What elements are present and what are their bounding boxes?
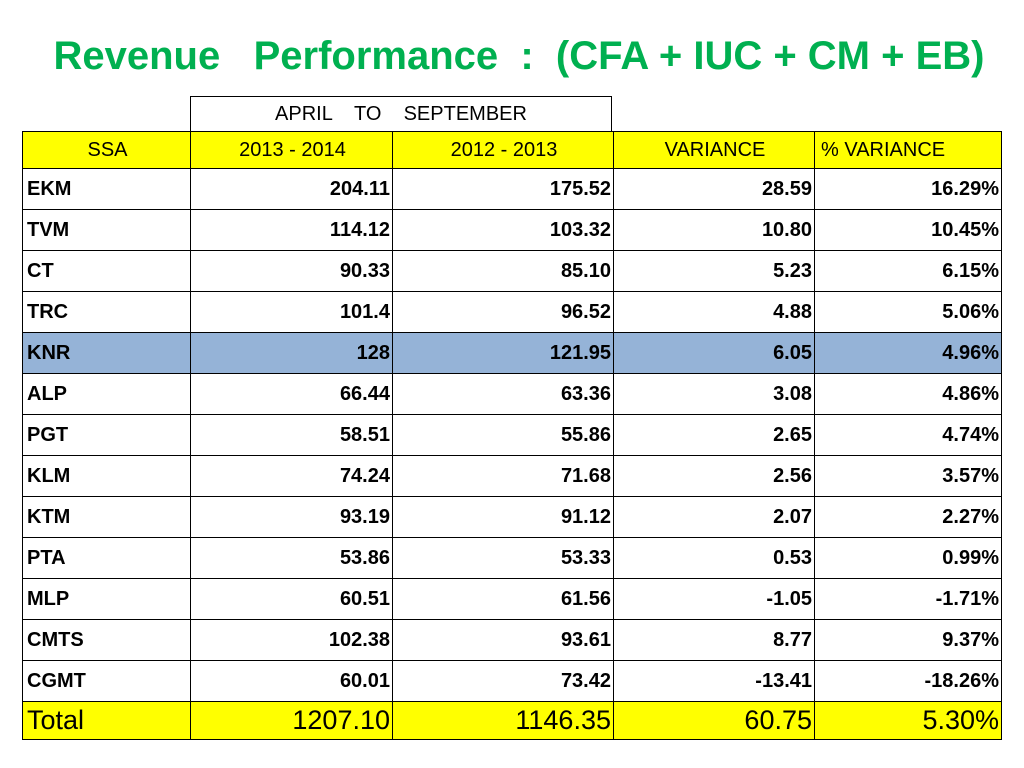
column-header-ssa: SSA — [22, 131, 191, 169]
table-row: KTM 93.19 91.12 2.07 2.27% — [22, 496, 1002, 538]
table-row: KNR 128 121.95 6.05 4.96% — [22, 332, 1002, 374]
cell-ssa: ALP — [22, 373, 191, 415]
cell-pct-variance: 10.45% — [814, 209, 1002, 251]
cell-2012-2013: 96.52 — [392, 291, 614, 333]
table-row: ALP 66.44 63.36 3.08 4.86% — [22, 373, 1002, 415]
cell-2013-2014: 66.44 — [190, 373, 393, 415]
cell-2013-2014: 101.4 — [190, 291, 393, 333]
cell-variance: 10.80 — [613, 209, 815, 251]
cell-2013-2014: 114.12 — [190, 209, 393, 251]
cell-2013-2014: 204.11 — [190, 168, 393, 210]
table-row: CT 90.33 85.10 5.23 6.15% — [22, 250, 1002, 292]
cell-ssa: PTA — [22, 537, 191, 579]
table-body: SSA 2013 - 2014 2012 - 2013 VARIANCE % V… — [22, 131, 1002, 740]
cell-2013-2014: 74.24 — [190, 455, 393, 497]
cell-ssa: EKM — [22, 168, 191, 210]
table-row: CGMT 60.01 73.42 -13.41 -18.26% — [22, 660, 1002, 702]
cell-ssa: PGT — [22, 414, 191, 456]
column-header-pct-variance: % VARIANCE — [814, 131, 1002, 169]
cell-ssa: CGMT — [22, 660, 191, 702]
cell-2012-2013: 85.10 — [392, 250, 614, 292]
cell-variance: 6.05 — [613, 332, 815, 374]
cell-2012-2013: 55.86 — [392, 414, 614, 456]
cell-variance: 8.77 — [613, 619, 815, 661]
cell-variance: 2.07 — [613, 496, 815, 538]
cell-2012-2013: 71.68 — [392, 455, 614, 497]
cell-variance: 5.23 — [613, 250, 815, 292]
cell-variance: 2.56 — [613, 455, 815, 497]
page-title: Revenue Performance : (CFA + IUC + CM + … — [53, 34, 985, 78]
cell-pct-variance: -18.26% — [814, 660, 1002, 702]
cell-variance: -1.05 — [613, 578, 815, 620]
total-cell-2012-2013: 1146.35 — [392, 701, 614, 740]
column-header-variance: VARIANCE — [613, 131, 815, 169]
total-cell-ssa: Total — [22, 701, 191, 740]
cell-2012-2013: 61.56 — [392, 578, 614, 620]
cell-2012-2013: 103.32 — [392, 209, 614, 251]
table-row: PTA 53.86 53.33 0.53 0.99% — [22, 537, 1002, 579]
revenue-table: SSA 2013 - 2014 2012 - 2013 VARIANCE % V… — [22, 131, 1002, 740]
cell-pct-variance: 2.27% — [814, 496, 1002, 538]
cell-2013-2014: 90.33 — [190, 250, 393, 292]
cell-pct-variance: 3.57% — [814, 455, 1002, 497]
cell-2013-2014: 53.86 — [190, 537, 393, 579]
column-header-2013-2014: 2013 - 2014 — [190, 131, 393, 169]
cell-ssa: CMTS — [22, 619, 191, 661]
cell-ssa: CT — [22, 250, 191, 292]
cell-pct-variance: 5.06% — [814, 291, 1002, 333]
table-row: CMTS 102.38 93.61 8.77 9.37% — [22, 619, 1002, 661]
cell-2012-2013: 91.12 — [392, 496, 614, 538]
cell-ssa: TVM — [22, 209, 191, 251]
cell-2012-2013: 175.52 — [392, 168, 614, 210]
cell-ssa: KTM — [22, 496, 191, 538]
cell-2012-2013: 53.33 — [392, 537, 614, 579]
cell-pct-variance: -1.71% — [814, 578, 1002, 620]
cell-variance: 4.88 — [613, 291, 815, 333]
total-cell-2013-2014: 1207.10 — [190, 701, 393, 740]
cell-2012-2013: 73.42 — [392, 660, 614, 702]
cell-2013-2014: 60.51 — [190, 578, 393, 620]
cell-2012-2013: 121.95 — [392, 332, 614, 374]
column-header-2012-2013: 2012 - 2013 — [392, 131, 614, 169]
table-header-row: SSA 2013 - 2014 2012 - 2013 VARIANCE % V… — [22, 131, 1002, 169]
cell-pct-variance: 0.99% — [814, 537, 1002, 579]
cell-variance: 0.53 — [613, 537, 815, 579]
table-row: TVM 114.12 103.32 10.80 10.45% — [22, 209, 1002, 251]
cell-variance: 3.08 — [613, 373, 815, 415]
cell-pct-variance: 4.74% — [814, 414, 1002, 456]
cell-2013-2014: 58.51 — [190, 414, 393, 456]
cell-pct-variance: 16.29% — [814, 168, 1002, 210]
cell-ssa: TRC — [22, 291, 191, 333]
cell-2013-2014: 102.38 — [190, 619, 393, 661]
cell-2013-2014: 60.01 — [190, 660, 393, 702]
cell-pct-variance: 4.96% — [814, 332, 1002, 374]
cell-2012-2013: 93.61 — [392, 619, 614, 661]
cell-variance: 28.59 — [613, 168, 815, 210]
cell-2012-2013: 63.36 — [392, 373, 614, 415]
cell-ssa: KLM — [22, 455, 191, 497]
cell-2013-2014: 93.19 — [190, 496, 393, 538]
cell-pct-variance: 4.86% — [814, 373, 1002, 415]
period-header: APRIL TO SEPTEMBER — [190, 96, 612, 131]
table-row: KLM 74.24 71.68 2.56 3.57% — [22, 455, 1002, 497]
cell-ssa: MLP — [22, 578, 191, 620]
cell-pct-variance: 6.15% — [814, 250, 1002, 292]
cell-2013-2014: 128 — [190, 332, 393, 374]
table-row: MLP 60.51 61.56 -1.05 -1.71% — [22, 578, 1002, 620]
cell-variance: -13.41 — [613, 660, 815, 702]
total-cell-variance: 60.75 — [613, 701, 815, 740]
cell-pct-variance: 9.37% — [814, 619, 1002, 661]
cell-ssa: KNR — [22, 332, 191, 374]
table-row: TRC 101.4 96.52 4.88 5.06% — [22, 291, 1002, 333]
table-row: PGT 58.51 55.86 2.65 4.74% — [22, 414, 1002, 456]
table-row: EKM 204.11 175.52 28.59 16.29% — [22, 168, 1002, 210]
total-cell-pct-variance: 5.30% — [814, 701, 1002, 740]
cell-variance: 2.65 — [613, 414, 815, 456]
total-row: Total 1207.10 1146.35 60.75 5.30% — [22, 701, 1002, 740]
